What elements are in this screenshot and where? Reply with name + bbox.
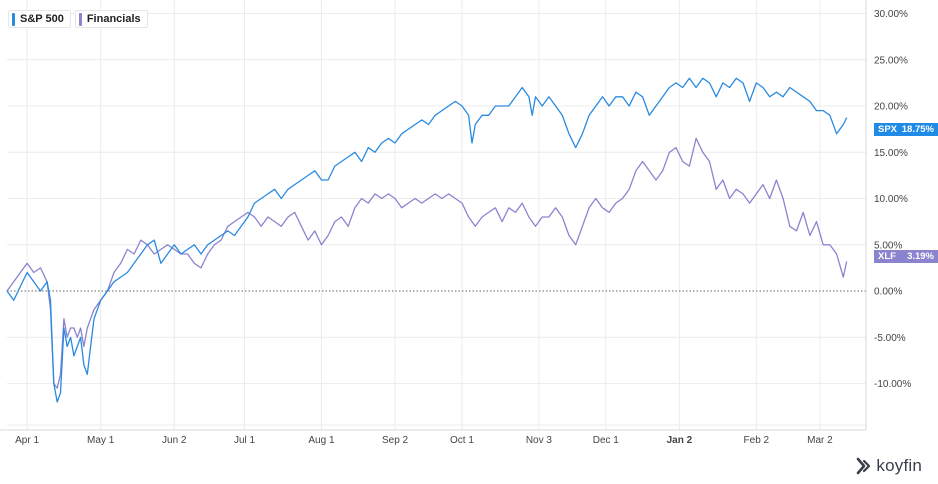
x-tick-label: Apr 1	[15, 435, 39, 446]
x-tick-label: Nov 3	[526, 435, 553, 446]
y-tick-label: 10.00%	[874, 194, 908, 205]
x-tick-label: Jan 2	[667, 435, 693, 446]
legend-label-sp500: S&P 500	[20, 13, 64, 25]
x-tick-label: Feb 2	[744, 435, 770, 446]
y-tick-label: 30.00%	[874, 9, 908, 20]
sp500-line	[6, 77, 848, 403]
legend-swatch-sp500	[12, 12, 15, 26]
xlf-value: 3.19%	[907, 250, 934, 262]
y-axis: 30.00% 25.00% 20.00% 15.00% 10.00% 5.00% 0.00%…	[865, 0, 911, 430]
koyfin-logo: koyfin	[855, 456, 922, 476]
y-tick-label: -10.00%	[874, 379, 911, 390]
plot-area	[0, 0, 866, 430]
xlf-ticker: XLF	[878, 250, 896, 262]
y-tick-label: 15.00%	[874, 148, 908, 159]
series-layer	[6, 77, 848, 403]
x-axis: Apr 1 May 1 Jun 2 Jul 1 Aug 1 Sep 2 Oct 1 Nov 3…	[0, 429, 866, 446]
x-tick-label: Aug 1	[308, 435, 335, 446]
y-tick-label: 0.00%	[874, 287, 902, 298]
legend-item-financials[interactable]: Financials	[74, 10, 148, 28]
y-tick-label: -5.00%	[874, 333, 906, 344]
y-tick-label: 20.00%	[874, 102, 908, 113]
spx-value: 18.75%	[901, 124, 934, 136]
x-tick-label: Dec 1	[593, 435, 620, 446]
y-tick-label: 25.00%	[874, 55, 908, 66]
koyfin-logo-text: koyfin	[876, 456, 922, 475]
x-tick-label: Sep 2	[382, 435, 409, 446]
xlf-value-tag: XLF 3.19%	[874, 249, 938, 263]
financials-line	[6, 137, 848, 389]
legend-swatch-financials	[78, 12, 82, 26]
x-tick-label: Jun 2	[162, 435, 187, 446]
spx-ticker: SPX	[878, 124, 898, 136]
x-tick-label: Jul 1	[234, 435, 256, 446]
x-tick-label: Mar 2	[807, 435, 833, 446]
legend-label-financials: Financials	[86, 13, 141, 25]
legend-item-sp500[interactable]: S&P 500	[8, 10, 71, 28]
koyfin-logo-icon	[857, 457, 871, 475]
x-tick-label: May 1	[87, 435, 115, 446]
spx-value-tag: SPX 18.75%	[874, 123, 938, 137]
legend: S&P 500 Financials	[8, 10, 148, 28]
x-tick-label: Oct 1	[450, 435, 474, 446]
y-tick-label: 5.00%	[874, 240, 902, 251]
